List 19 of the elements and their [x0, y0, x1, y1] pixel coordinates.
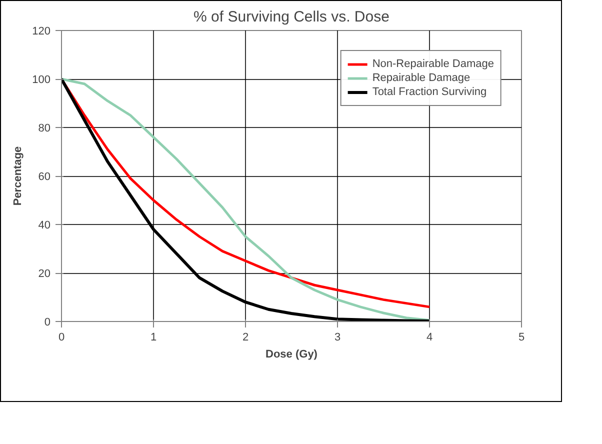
y-tick-label: 120	[32, 26, 51, 38]
y-tick-label: 20	[38, 268, 51, 280]
legend-label: Repairable Damage	[372, 71, 470, 85]
x-tick-label: 4	[426, 332, 433, 344]
legend-label: Total Fraction Surviving	[372, 85, 487, 99]
chart-title: % of Surviving Cells vs. Dose	[194, 8, 390, 26]
x-tick-label: 3	[334, 332, 341, 344]
x-tick-label: 5	[518, 332, 525, 344]
y-tick-label: 0	[44, 316, 51, 328]
y-tick-label: 80	[38, 122, 51, 134]
y-axis-title: Percentage	[12, 146, 24, 206]
y-tick-label: 40	[38, 220, 51, 232]
x-tick-label: 0	[58, 332, 65, 344]
y-tick-label: 60	[38, 171, 51, 183]
x-axis-title: Dose (Gy)	[266, 348, 318, 360]
legend-label: Non-Repairable Damage	[372, 57, 494, 71]
x-tick-label: 1	[150, 332, 157, 344]
y-tick-label: 100	[32, 74, 51, 86]
x-tick-label: 2	[242, 332, 249, 344]
